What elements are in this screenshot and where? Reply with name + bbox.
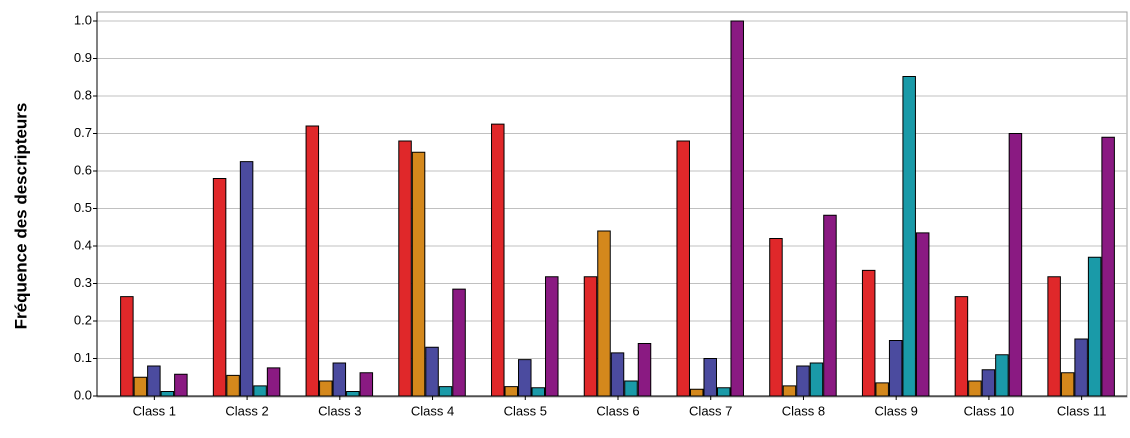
bar: [425, 346, 439, 397]
bar: [1047, 276, 1061, 397]
bar: [120, 296, 134, 397]
bar: [398, 140, 412, 397]
bar: [1060, 372, 1075, 397]
bar: [531, 387, 546, 397]
bar: [411, 151, 426, 397]
bar: [1008, 133, 1023, 397]
bar: [346, 391, 360, 397]
bar: [319, 380, 333, 397]
bar: [637, 343, 652, 397]
bar: [226, 374, 240, 397]
bar: [769, 238, 783, 397]
y-tick-label: 0.8: [74, 87, 92, 102]
y-tick-label: 0.3: [74, 275, 92, 290]
x-tick-label: Class 6: [596, 403, 639, 418]
bar: [253, 385, 267, 397]
x-tick-label: Class 7: [689, 403, 732, 418]
bar: [491, 123, 505, 397]
bar: [438, 386, 453, 397]
y-tick-label: 0.1: [74, 350, 92, 365]
y-tick-label: 1.0: [74, 12, 92, 27]
x-tick-label: Class 9: [875, 403, 918, 418]
bar: [452, 288, 466, 397]
bar: [583, 276, 598, 397]
x-tick-label: Class 3: [318, 403, 361, 418]
bar: [915, 232, 930, 397]
bar: [305, 125, 320, 397]
bar: [597, 230, 611, 397]
bar: [730, 20, 744, 397]
bar: [518, 359, 532, 397]
bar: [981, 369, 996, 397]
x-tick-label: Class 8: [782, 403, 825, 418]
bar: [147, 365, 161, 397]
x-tick-label: Class 2: [225, 403, 268, 418]
bar: [212, 178, 227, 397]
y-tick-label: 0.5: [74, 200, 92, 215]
bar: [954, 296, 969, 397]
bar: [902, 76, 916, 397]
bar: [861, 269, 876, 397]
y-tick-label: 0.9: [74, 50, 92, 65]
bar: [266, 367, 281, 397]
x-tick-label: Class 4: [411, 403, 454, 418]
bar: [239, 161, 254, 397]
bar: [610, 352, 625, 397]
y-tick-label: 0.4: [74, 237, 92, 252]
bar: [809, 362, 824, 397]
bar: [160, 391, 175, 397]
bar: [504, 386, 519, 397]
bar: [676, 140, 690, 397]
bar: [703, 358, 717, 397]
y-tick-label: 0.0: [74, 387, 92, 402]
y-tick-label: 0.7: [74, 125, 92, 140]
bar: [689, 388, 704, 397]
bar: [1101, 136, 1115, 397]
bar: [624, 380, 638, 397]
bar: [332, 362, 347, 397]
bar: [545, 276, 559, 397]
bar: [133, 376, 148, 397]
x-tick-label: Class 5: [504, 403, 547, 418]
y-tick-label: 0.2: [74, 312, 92, 327]
bar: [716, 387, 731, 397]
bar: [968, 380, 982, 397]
bar: [823, 214, 837, 397]
bar: [888, 340, 903, 397]
y-tick-label: 0.6: [74, 162, 92, 177]
bar: [995, 354, 1009, 397]
bar: [359, 372, 374, 397]
bar: [875, 382, 889, 397]
bar: [1074, 338, 1088, 397]
x-tick-label: Class 10: [964, 403, 1015, 418]
bar: [174, 373, 188, 397]
x-tick-label: Class 11: [1057, 403, 1107, 418]
y-axis-label: Fréquence des descripteurs: [11, 103, 30, 330]
bar: [782, 385, 797, 397]
bar: [1087, 256, 1102, 397]
bar: [796, 365, 810, 397]
x-tick-label: Class 1: [133, 403, 176, 418]
